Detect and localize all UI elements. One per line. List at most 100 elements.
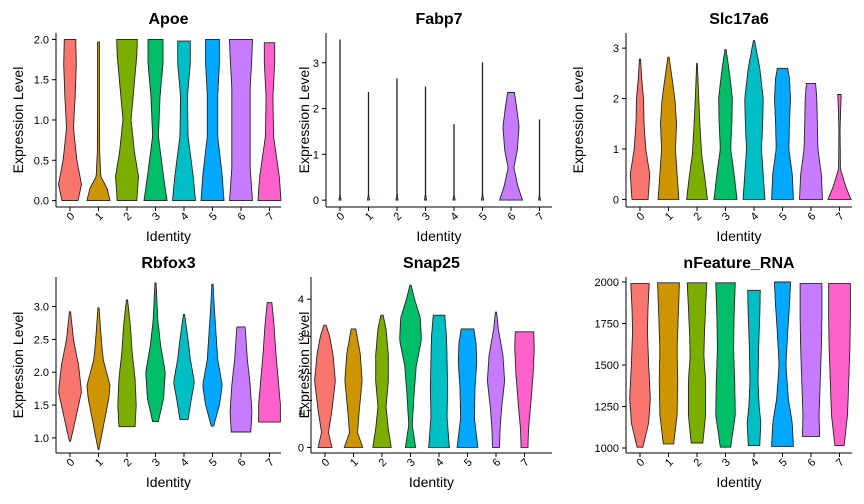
violin-cluster-5 [200, 38, 225, 202]
y-tick-label: 1 [613, 144, 619, 156]
violin-cluster-6 [229, 326, 253, 433]
x-tick-label: 4 [178, 456, 191, 469]
x-tick-label: 1 [348, 456, 361, 469]
x-tick-label: 1 [93, 456, 106, 469]
y-axis-title: Expression Level [570, 67, 586, 174]
y-tick-label: 1.0 [34, 433, 49, 445]
x-tick-label: 2 [691, 456, 704, 469]
violin-cluster-2 [395, 78, 399, 201]
y-tick-label: 2 [313, 104, 319, 116]
x-tick-label: 1 [93, 210, 106, 223]
x-axis-title: Identity [716, 228, 761, 244]
y-tick-label: 0.5 [34, 155, 49, 167]
y-tick-label: 0 [298, 442, 304, 454]
violin-cluster-5 [480, 62, 485, 201]
panel-title: Fabp7 [415, 11, 462, 28]
y-tick-label: 3 [613, 43, 619, 55]
y-tick-label: 1250 [595, 402, 619, 414]
x-axis-title: Identity [416, 228, 461, 244]
x-tick-label: 7 [264, 210, 277, 223]
y-tick-label: 2.0 [34, 367, 49, 379]
violin-cluster-5 [771, 67, 794, 200]
x-tick-label: 7 [534, 210, 547, 223]
violin-cluster-2 [117, 299, 137, 428]
panel-4: Rbfox3 1.0 1.5 2.0 2.5 3.0 0 1 2 3 4 5 6 7 Identity Exp… [10, 255, 281, 490]
violin-cluster-5 [771, 281, 794, 447]
violin-cluster-0 [58, 311, 82, 442]
violin-cluster-7 [257, 42, 282, 202]
violin-cluster-4 [172, 40, 196, 202]
violin-cluster-0 [314, 324, 336, 448]
violin-cluster-0 [58, 38, 82, 202]
panel-2: Fabp7 0 1 2 3 0 1 2 3 4 5 6 7 Identity Expression Leve… [296, 11, 552, 244]
x-axis-title: Identity [716, 474, 761, 490]
x-tick-label: 5 [462, 456, 475, 469]
panel-1: Apoe 0.0 0.5 1.0 1.5 2.0 0 1 2 3 4 5 6 7 Identity Expre… [10, 11, 282, 244]
y-tick-label: 1000 [595, 443, 619, 455]
x-tick-label: 7 [264, 456, 277, 469]
violin-cluster-7 [537, 119, 542, 201]
y-tick-label: 1.5 [34, 400, 49, 412]
x-tick-label: 6 [490, 456, 503, 469]
x-tick-label: 2 [121, 210, 134, 223]
x-tick-label: 4 [748, 456, 761, 469]
x-tick-label: 4 [178, 210, 191, 223]
x-tick-label: 5 [777, 210, 790, 223]
violin-cluster-3 [145, 282, 166, 422]
y-tick-label: 2 [613, 94, 619, 106]
violin-cluster-0 [338, 39, 342, 201]
panel-title: nFeature_RNA [683, 255, 795, 272]
x-tick-label: 3 [150, 210, 163, 223]
panel-title: Rbfox3 [141, 255, 195, 272]
violin-cluster-3 [423, 86, 428, 201]
x-tick-label: 3 [720, 456, 733, 469]
x-axis-title: Identity [146, 228, 191, 244]
x-tick-label: 0 [64, 456, 77, 469]
x-tick-label: 7 [834, 456, 847, 469]
violin-cluster-6 [498, 92, 524, 201]
x-tick-label: 3 [720, 210, 733, 223]
y-tick-label: 2.0 [34, 34, 49, 46]
x-tick-label: 3 [150, 456, 163, 469]
y-tick-label: 1 [298, 405, 304, 417]
x-tick-label: 0 [319, 456, 332, 469]
x-tick-label: 5 [207, 456, 220, 469]
violin-cluster-2 [372, 314, 392, 448]
panel-title: Apoe [149, 11, 189, 28]
violin-cluster-3 [715, 282, 736, 448]
x-tick-label: 4 [748, 210, 761, 223]
violin-cluster-4 [173, 313, 195, 420]
y-tick-label: 1.0 [34, 115, 49, 127]
y-tick-label: 0 [613, 194, 619, 206]
violin-cluster-6 [799, 283, 823, 437]
x-tick-label: 2 [691, 210, 704, 223]
y-tick-label: 0.0 [34, 196, 49, 208]
violin-cluster-6 [799, 82, 823, 200]
violin-cluster-2 [686, 282, 708, 444]
violin-cluster-2 [686, 62, 708, 200]
y-tick-label: 3.0 [34, 302, 49, 314]
violin-cluster-4 [428, 314, 450, 448]
x-tick-label: 0 [64, 210, 77, 223]
y-tick-label: 3 [313, 58, 319, 70]
x-tick-label: 1 [363, 210, 376, 223]
violin-cluster-1 [366, 92, 371, 201]
y-axis-title: Expression Level [296, 312, 312, 419]
violin-cluster-0 [629, 283, 651, 448]
x-tick-label: 4 [433, 456, 446, 469]
violin-cluster-1 [86, 307, 111, 451]
violin-cluster-1 [657, 282, 680, 445]
x-tick-label: 5 [777, 456, 790, 469]
y-tick-label: 2000 [595, 277, 619, 289]
x-tick-label: 4 [448, 210, 461, 223]
violin-cluster-4 [742, 40, 766, 200]
y-axis-title: Expression Level [296, 67, 312, 174]
panel-title: Slc17a6 [709, 11, 769, 28]
panel-title: Snap25 [403, 255, 460, 272]
y-axis-title: Expression Level [10, 312, 26, 419]
x-tick-label: 7 [519, 456, 532, 469]
violin-cluster-3 [713, 49, 738, 200]
violin-cluster-7 [827, 94, 852, 200]
